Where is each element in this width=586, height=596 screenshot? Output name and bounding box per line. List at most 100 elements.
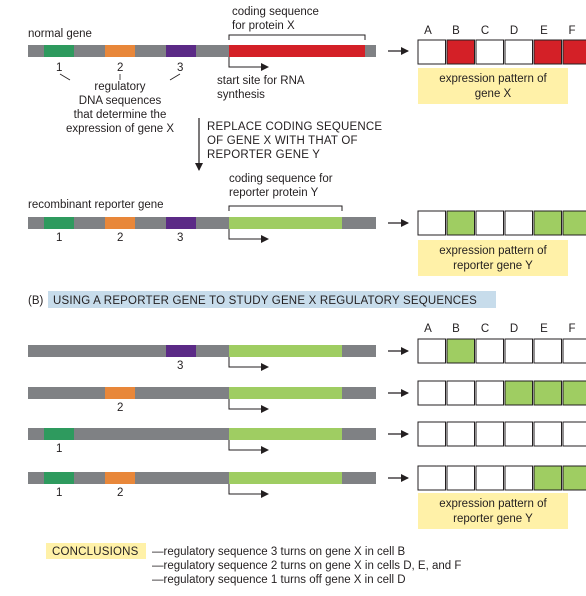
- coding-sequence-y: [229, 217, 342, 229]
- section-b-label: (B): [28, 295, 44, 307]
- start-site-arrow: [228, 229, 269, 243]
- reg-number-3: 3: [177, 360, 183, 372]
- caption-b-2: reporter gene Y: [453, 513, 533, 525]
- coding-x-bracket: [228, 34, 366, 40]
- cell-e: [533, 380, 562, 406]
- column-label-b: B: [452, 323, 460, 335]
- caption-y-2: reporter gene Y: [453, 260, 533, 272]
- column-label-f: F: [568, 25, 575, 37]
- regulatory-seq-1: [44, 45, 74, 57]
- conclusion-line-3: —regulatory sequence 1 turns off gene X …: [152, 574, 406, 586]
- reg-number-1: 1: [56, 62, 62, 74]
- cell-c: [475, 39, 504, 65]
- expression-pattern-construct-4: [417, 465, 586, 491]
- regulatory-seq-2: [105, 217, 135, 229]
- column-label-b: B: [452, 25, 460, 37]
- regulatory-seq-2: [105, 45, 135, 57]
- coding-sequence-y: [229, 345, 342, 357]
- expression-pattern-construct-1: [417, 338, 586, 364]
- column-label-d: D: [510, 323, 518, 335]
- regulatory-seq-1: [44, 428, 74, 440]
- normal-gene-label: normal gene: [28, 28, 92, 40]
- construct-reg-3: [28, 345, 376, 357]
- caption-box-x: [418, 68, 568, 104]
- recombinant-gene-label: recombinant reporter gene: [28, 199, 164, 211]
- reg-number-3: 3: [177, 62, 183, 74]
- start-site-arrow: [228, 357, 269, 371]
- cell-a: [417, 338, 446, 364]
- regulatory-seq-3: [166, 217, 196, 229]
- cell-e: [533, 465, 562, 491]
- coding-x-label-2: for protein X: [232, 20, 295, 32]
- conclusions-label: CONCLUSIONS: [52, 546, 139, 558]
- start-site-label-2: synthesis: [217, 89, 265, 101]
- reg-number-1: 1: [56, 443, 62, 455]
- regulatory-seq-1: [44, 472, 74, 484]
- cell-f: [562, 380, 586, 406]
- cell-d: [504, 421, 533, 447]
- cell-b: [446, 380, 475, 406]
- conclusions-box: [46, 543, 146, 559]
- cell-columns-top: A B C D E F: [424, 25, 575, 37]
- cell-f: [562, 338, 586, 364]
- regulatory-label-3: that determine the: [74, 109, 167, 121]
- expression-pattern-construct-3: [417, 421, 586, 447]
- column-label-e: E: [540, 323, 548, 335]
- cell-d: [504, 39, 533, 65]
- cell-a: [417, 210, 446, 236]
- cell-c: [475, 465, 504, 491]
- caption-x-2: gene X: [475, 88, 512, 100]
- start-site-arrow: [228, 440, 269, 454]
- cell-b: [446, 210, 475, 236]
- caption-x-1: expression pattern of: [439, 73, 547, 85]
- cell-e: [533, 210, 562, 236]
- cell-d: [504, 338, 533, 364]
- expression-pattern-gene-x: [417, 39, 586, 65]
- cell-c: [475, 210, 504, 236]
- cell-f: [562, 465, 586, 491]
- cell-e: [533, 39, 562, 65]
- regulatory-seq-2: [105, 472, 135, 484]
- cell-b: [446, 338, 475, 364]
- cell-b: [446, 39, 475, 65]
- column-label-a: A: [424, 323, 432, 335]
- column-label-f: F: [568, 323, 575, 335]
- reg-number-3: 3: [177, 232, 183, 244]
- reg-number-2: 2: [117, 402, 123, 414]
- reg-number-1: 1: [56, 487, 62, 499]
- cell-b: [446, 421, 475, 447]
- coding-y-label-1: coding sequence for: [229, 173, 333, 185]
- regulatory-seq-2: [105, 387, 135, 399]
- regulatory-label-4: expression of gene X: [66, 123, 174, 135]
- replace-label-1: REPLACE CODING SEQUENCE: [207, 121, 382, 133]
- regulatory-seq-3: [166, 45, 196, 57]
- coding-sequence-y: [229, 428, 342, 440]
- cell-d: [504, 465, 533, 491]
- regulatory-seq-1: [44, 217, 74, 229]
- column-label-c: C: [481, 25, 489, 37]
- construct-reg-2: [28, 387, 376, 399]
- construct-reg-1-2: [28, 472, 376, 484]
- cell-c: [475, 380, 504, 406]
- cell-a: [417, 465, 446, 491]
- column-label-c: C: [481, 323, 489, 335]
- cell-f: [562, 421, 586, 447]
- replace-label-3: REPORTER GENE Y: [207, 149, 320, 161]
- cell-c: [475, 338, 504, 364]
- coding-sequence-y: [229, 472, 342, 484]
- reg-number-1: 1: [56, 232, 62, 244]
- caption-box-b: [418, 493, 568, 529]
- column-label-a: A: [424, 25, 432, 37]
- caption-y-1: expression pattern of: [439, 245, 547, 257]
- cell-a: [417, 380, 446, 406]
- cell-d: [504, 380, 533, 406]
- cell-e: [533, 421, 562, 447]
- construct-reg-1: [28, 428, 376, 440]
- cell-columns-b: A B C D E F: [424, 323, 575, 335]
- start-site-arrow: [228, 399, 269, 413]
- cell-c: [475, 421, 504, 447]
- coding-sequence-x: [229, 45, 365, 57]
- cell-f: [562, 210, 586, 236]
- caption-box-y: [418, 240, 568, 276]
- reg-pointer-3: [169, 73, 181, 81]
